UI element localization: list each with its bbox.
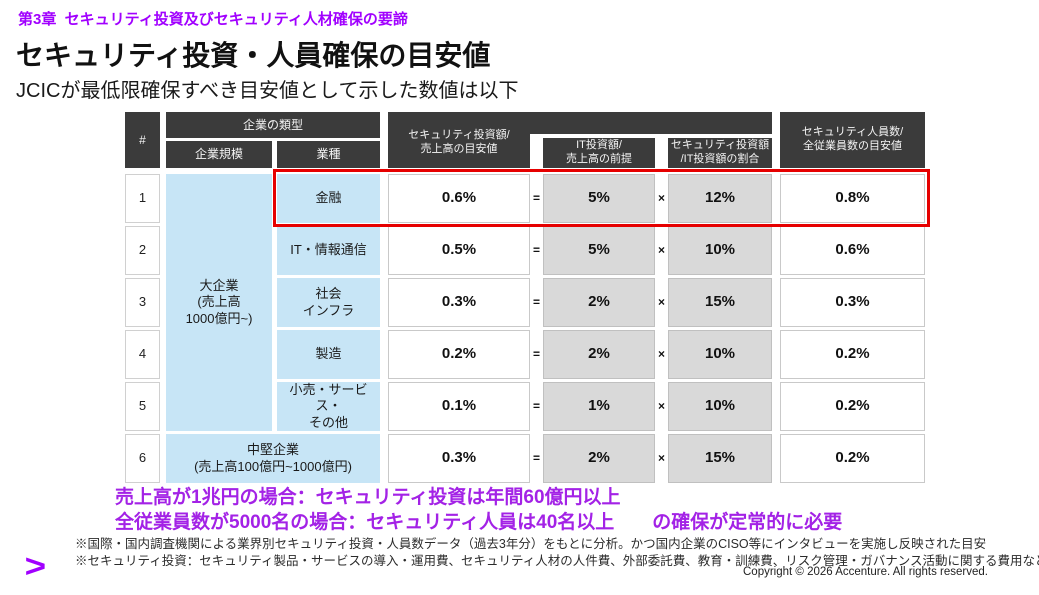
annotation-line2: 全従業員数が5000名の場合：セキュリティ人員は40名以上 の確保が定常的に必要 [115, 512, 843, 533]
header-row-num: # [125, 112, 160, 168]
row6-security-staff-value: 0.2% [780, 434, 925, 483]
row3-security-to-it-value: 15% [668, 278, 772, 327]
chapter-heading: 第3章 セキュリティ投資及びセキュリティ人材確保の要諦 [18, 11, 408, 28]
row2-equals-sign: = [532, 243, 540, 257]
row1-industry: 金融 [277, 174, 380, 223]
row5-it-investment-value: 1% [543, 382, 655, 431]
row4-industry: 製造 [277, 330, 380, 379]
row2-multiply-sign: × [657, 243, 665, 257]
header-industry: 業種 [277, 141, 380, 168]
row5-equals-sign: = [532, 399, 540, 413]
header-security-to-it-ratio: セキュリティ投資額 /IT投資額の割合 [668, 138, 772, 168]
company-size-large: 大企業 (売上高 1000億円~) [166, 174, 272, 431]
row2-security-staff-value: 0.6% [780, 226, 925, 275]
row1-equals-sign: = [532, 191, 540, 205]
header-security-investment-ratio: セキュリティ投資額/ 売上高の目安値 [388, 117, 530, 168]
row2-security-to-it-value: 10% [668, 226, 772, 275]
row3-industry: 社会 インフラ [277, 278, 380, 327]
header-security-staff-ratio: セキュリティ人員数/ 全従業員数の目安値 [780, 112, 925, 168]
row3-multiply-sign: × [657, 295, 665, 309]
page-title: セキュリティ投資・人員確保の目安値 [16, 40, 491, 71]
row6-it-investment-value: 2% [543, 434, 655, 483]
row4-equals-sign: = [532, 347, 540, 361]
copyright-text: Copyright © 2026 Accenture. All rights r… [743, 566, 988, 578]
row4-security-investment-value: 0.2% [388, 330, 530, 379]
row3-num: 3 [125, 278, 160, 327]
row4-multiply-sign: × [657, 347, 665, 361]
row6-equals-sign: = [532, 451, 540, 465]
row6-num: 6 [125, 434, 160, 483]
row3-it-investment-value: 2% [543, 278, 655, 327]
row5-multiply-sign: × [657, 399, 665, 413]
row3-equals-sign: = [532, 295, 540, 309]
annotation-line1: 売上高が1兆円の場合：セキュリティ投資は年間60億円以上 [115, 487, 621, 508]
row5-industry: 小売・サービス・ その他 [277, 382, 380, 431]
accenture-logo: > [24, 548, 47, 584]
row4-num: 4 [125, 330, 160, 379]
row1-it-investment-value: 5% [543, 174, 655, 223]
row6-security-to-it-value: 15% [668, 434, 772, 483]
row6-security-investment-value: 0.3% [388, 434, 530, 483]
row2-security-investment-value: 0.5% [388, 226, 530, 275]
row5-security-investment-value: 0.1% [388, 382, 530, 431]
row1-security-staff-value: 0.8% [780, 174, 925, 223]
row4-security-staff-value: 0.2% [780, 330, 925, 379]
header-company-type: 企業の類型 [166, 112, 380, 138]
row1-multiply-sign: × [657, 191, 665, 205]
row2-it-investment-value: 5% [543, 226, 655, 275]
row5-security-to-it-value: 10% [668, 382, 772, 431]
row2-num: 2 [125, 226, 160, 275]
row5-security-staff-value: 0.2% [780, 382, 925, 431]
header-company-size: 企業規模 [166, 141, 272, 168]
row1-num: 1 [125, 174, 160, 223]
footnote-1: ※国際・国内調査機関による業界別セキュリティ投資・人員数データ（過去3年分）をも… [75, 537, 987, 551]
company-size-mid: 中堅企業 (売上高100億円~1000億円) [166, 434, 380, 483]
row5-num: 5 [125, 382, 160, 431]
row3-security-staff-value: 0.3% [780, 278, 925, 327]
row4-security-to-it-value: 10% [668, 330, 772, 379]
row3-security-investment-value: 0.3% [388, 278, 530, 327]
row6-multiply-sign: × [657, 451, 665, 465]
footnote-2: ※セキュリティ投資：セキュリティ製品・サービスの導入・運用費、セキュリティ人材の… [75, 554, 1039, 568]
header-it-investment-ratio: IT投資額/ 売上高の前提 [543, 138, 655, 168]
row2-industry: IT・情報通信 [277, 226, 380, 275]
page-subtitle: JCICが最低限確保すべき目安値として示した数値は以下 [16, 80, 519, 102]
metrics-table: # 企業の類型 企業規模 業種 セキュリティ投資額/ 売上高の目安値 IT投資額… [125, 112, 930, 484]
row1-security-to-it-value: 12% [668, 174, 772, 223]
row4-it-investment-value: 2% [543, 330, 655, 379]
row1-security-investment-value: 0.6% [388, 174, 530, 223]
